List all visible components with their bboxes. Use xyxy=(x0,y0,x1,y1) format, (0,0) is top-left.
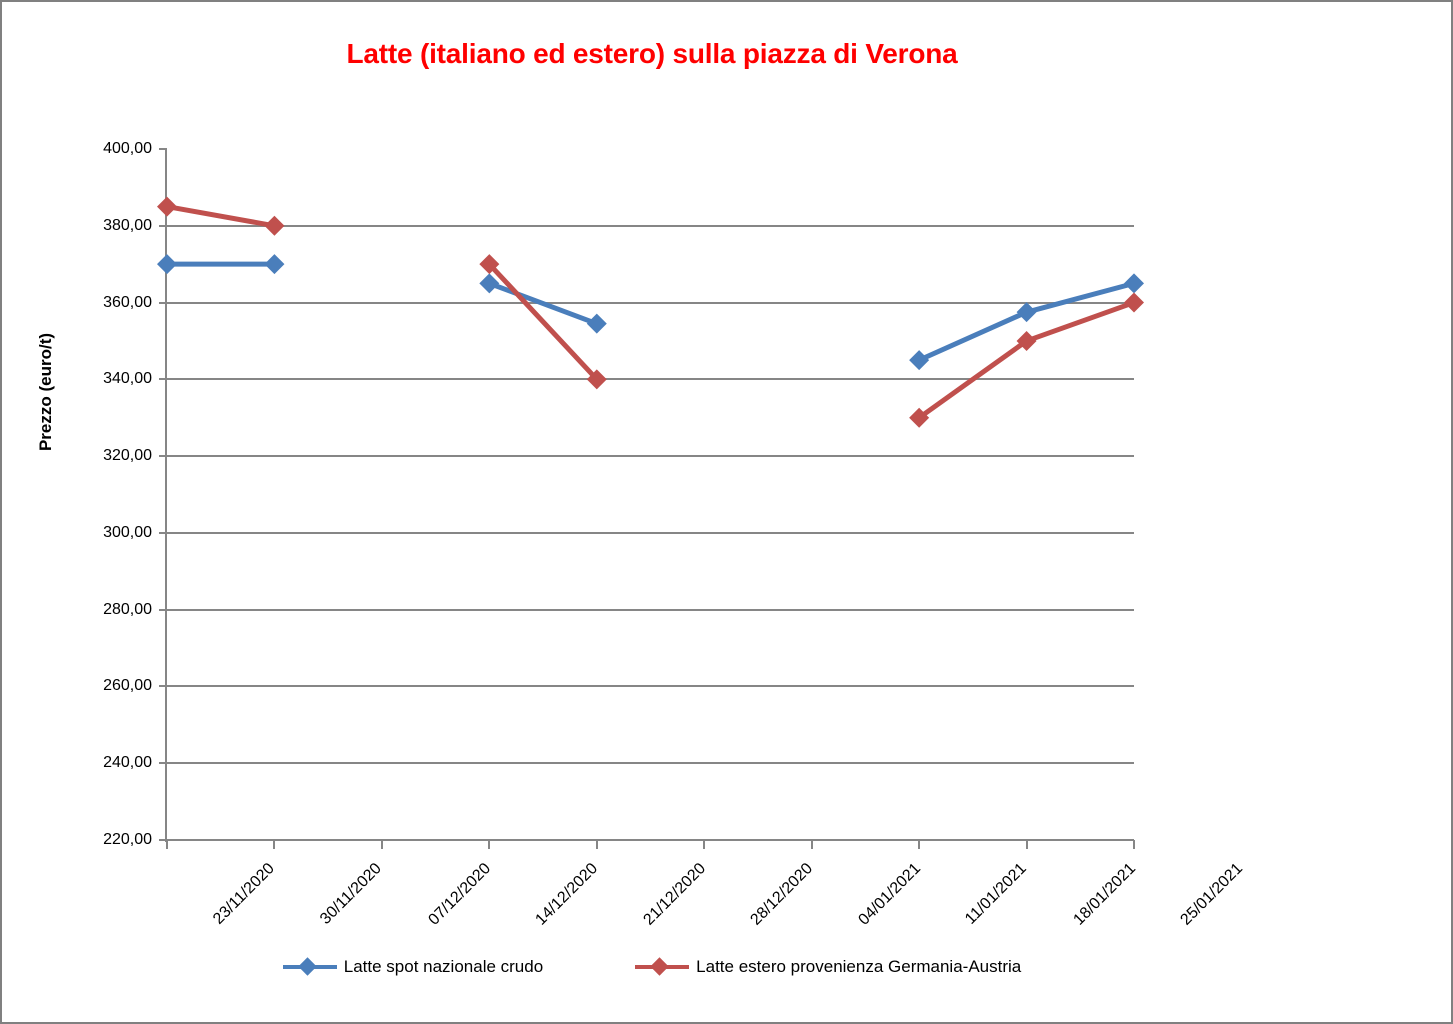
legend-marker-icon xyxy=(282,957,337,976)
y-axis-tick xyxy=(159,378,167,381)
gridline xyxy=(167,531,1134,534)
y-axis-tick-label: 220,00 xyxy=(103,831,152,848)
x-axis-tick-label: 04/01/2021 xyxy=(855,860,924,929)
gridline xyxy=(167,455,1134,458)
x-axis-tick xyxy=(1025,840,1028,849)
x-axis-tick-label: 30/11/2020 xyxy=(317,860,386,928)
x-axis-tick-label: 28/12/2020 xyxy=(747,860,817,929)
y-axis-tick xyxy=(159,148,167,150)
gridline xyxy=(167,685,1134,688)
gridline xyxy=(167,608,1134,611)
x-axis-tick xyxy=(918,840,921,849)
x-axis-tick-label: 25/01/2021 xyxy=(1177,860,1247,929)
y-axis-tick xyxy=(159,839,167,841)
chart-legend: Latte spot nazionale crudo Latte estero p… xyxy=(2,957,1302,977)
y-axis-tick xyxy=(159,224,167,227)
gridline xyxy=(167,301,1134,304)
x-axis-tick xyxy=(488,840,491,849)
y-axis-tick xyxy=(159,608,167,611)
y-axis-tick-label: 400,00 xyxy=(103,140,152,157)
x-axis-tick xyxy=(1133,840,1135,849)
y-axis-line xyxy=(165,149,167,842)
gridline xyxy=(167,762,1134,765)
y-axis-tick-label: 320,00 xyxy=(103,447,152,465)
legend-label: Latte estero provenienza Germania-Austri… xyxy=(696,957,1022,976)
x-axis-tick xyxy=(810,840,813,849)
x-axis-tick-label: 14/12/2020 xyxy=(532,860,602,929)
y-axis-tick xyxy=(159,685,167,688)
y-axis-tick-label: 240,00 xyxy=(103,754,152,772)
gridline xyxy=(167,224,1134,227)
x-axis-tick xyxy=(380,840,383,849)
x-axis-line xyxy=(167,839,1134,841)
legend-entry-1[interactable]: Latte spot nazionale crudo xyxy=(282,957,544,977)
y-axis-title: Prezzo (euro/t) xyxy=(36,332,55,452)
y-axis-tick-label: 260,00 xyxy=(103,677,152,695)
y-axis-tick-label: 360,00 xyxy=(103,293,152,311)
y-axis-tick-label: 280,00 xyxy=(103,600,152,618)
y-axis-tick xyxy=(159,531,167,534)
y-axis-tick-label: 300,00 xyxy=(103,523,152,541)
y-axis-tick-label: 340,00 xyxy=(103,370,152,388)
y-axis-tick-label: 380,00 xyxy=(103,216,152,234)
x-axis-tick-label: 21/12/2020 xyxy=(640,860,709,929)
y-axis-tick xyxy=(159,455,167,458)
plot-area xyxy=(167,149,1134,841)
legend-marker-icon xyxy=(635,957,690,976)
legend-entry-2[interactable]: Latte estero provenienza Germania-Austri… xyxy=(635,957,1021,977)
y-axis-tick xyxy=(159,762,167,765)
x-axis-tick-label: 11/01/2021 xyxy=(962,860,1031,928)
x-axis-tick xyxy=(703,840,706,849)
x-axis-tick-label: 18/01/2021 xyxy=(1070,860,1139,929)
x-axis-tick xyxy=(595,840,598,849)
x-axis-tick xyxy=(166,840,168,849)
chart-title: Latte (italiano ed estero) sulla piazza … xyxy=(346,38,958,69)
gridline xyxy=(167,378,1134,381)
y-axis-tick-labels: 400,00 380,00 360,00 340,00 320,00 300,00 280,… xyxy=(62,2,152,1022)
x-axis-tick-label: 23/11/2020 xyxy=(210,860,278,928)
y-axis-tick xyxy=(159,301,167,304)
x-axis-tick xyxy=(273,840,276,849)
x-axis-tick-label: 07/12/2020 xyxy=(425,860,494,929)
legend-label: Latte spot nazionale crudo xyxy=(343,957,544,976)
